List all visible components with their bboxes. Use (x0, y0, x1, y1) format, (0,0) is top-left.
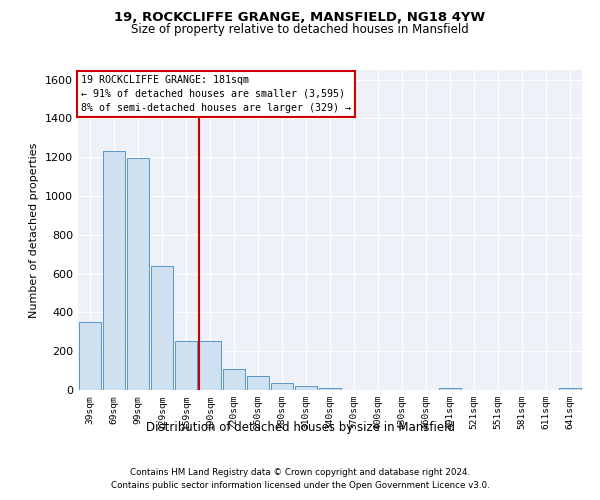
Text: Distribution of detached houses by size in Mansfield: Distribution of detached houses by size … (146, 421, 455, 434)
Bar (295, 386, 317, 390)
Bar (439, 388, 461, 390)
Bar (151, 266, 173, 390)
Text: Contains public sector information licensed under the Open Government Licence v3: Contains public sector information licen… (110, 482, 490, 490)
Y-axis label: Number of detached properties: Number of detached properties (29, 142, 40, 318)
Bar (271, 383, 293, 390)
Bar (319, 388, 341, 390)
Bar (247, 376, 269, 390)
Bar (223, 368, 245, 390)
Bar (199, 340, 221, 390)
Bar (175, 340, 197, 390)
Text: Size of property relative to detached houses in Mansfield: Size of property relative to detached ho… (131, 22, 469, 36)
Bar (79, 322, 101, 390)
Bar (127, 158, 149, 390)
Text: Contains HM Land Registry data © Crown copyright and database right 2024.: Contains HM Land Registry data © Crown c… (130, 468, 470, 477)
Bar (559, 388, 581, 390)
Text: 19 ROCKCLIFFE GRANGE: 181sqm
← 91% of detached houses are smaller (3,595)
8% of : 19 ROCKCLIFFE GRANGE: 181sqm ← 91% of de… (80, 75, 350, 113)
Bar (103, 152, 125, 390)
Text: 19, ROCKCLIFFE GRANGE, MANSFIELD, NG18 4YW: 19, ROCKCLIFFE GRANGE, MANSFIELD, NG18 4… (115, 11, 485, 24)
